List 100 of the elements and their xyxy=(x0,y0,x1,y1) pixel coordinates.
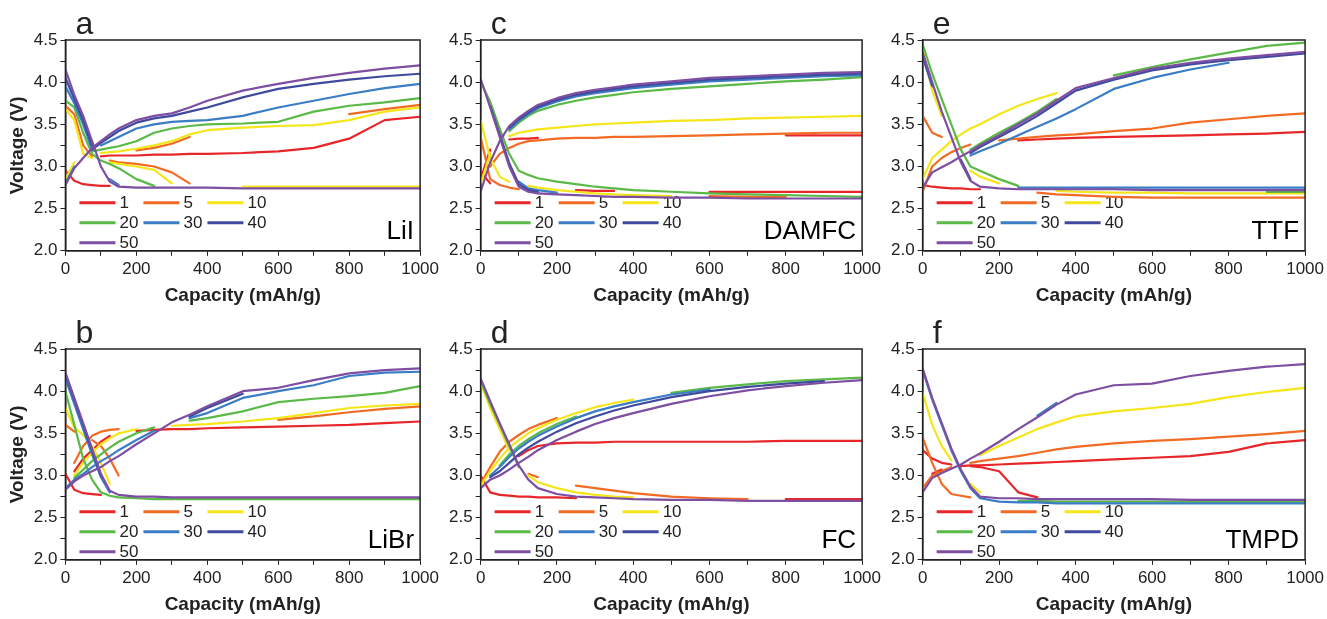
x-tick-label: 200 xyxy=(122,567,151,587)
x-tick-label: 400 xyxy=(193,567,222,587)
legend-label: 40 xyxy=(662,522,682,542)
legend-label: 50 xyxy=(119,233,139,253)
y-tick-label: 3.5 xyxy=(448,114,473,134)
x-tick-label: 600 xyxy=(264,258,293,278)
x-tick-label: 200 xyxy=(122,258,151,278)
y-axis-title: Voltage (V) xyxy=(5,405,27,504)
legend-label: 40 xyxy=(662,213,682,233)
y-tick-label: 4.0 xyxy=(448,380,473,400)
y-tick-label: 3.0 xyxy=(448,156,473,176)
legend-label: 30 xyxy=(183,213,203,233)
chart-title: b xyxy=(75,314,94,350)
x-tick-label: 800 xyxy=(771,258,800,278)
y-tick-label: 4.0 xyxy=(33,71,58,91)
legend-label: 50 xyxy=(976,233,996,253)
legend-label: 20 xyxy=(534,522,554,542)
x-tick-label: 800 xyxy=(1214,258,1243,278)
x-tick-label: 600 xyxy=(1137,567,1167,587)
chart-title: f xyxy=(932,314,942,350)
x-tick-label: 600 xyxy=(695,258,724,278)
legend-label: 30 xyxy=(598,522,618,542)
legend-label: 20 xyxy=(976,522,996,542)
legend-label: 20 xyxy=(119,522,139,542)
y-tick-label: 4.0 xyxy=(33,380,58,400)
annotation: LiBr xyxy=(367,523,415,554)
x-tick-label: 600 xyxy=(264,567,293,587)
y-tick-label: 2.0 xyxy=(448,240,473,260)
y-tick-label: 4.5 xyxy=(448,29,473,49)
y-tick-label: 4.5 xyxy=(33,29,58,49)
y-tick-label: 2.0 xyxy=(890,240,915,260)
y-tick-label: 3.5 xyxy=(33,114,58,134)
x-tick-label: 400 xyxy=(619,567,648,587)
y-tick-label: 4.0 xyxy=(890,380,915,400)
y-tick-label: 3.5 xyxy=(33,423,58,443)
y-tick-label: 3.0 xyxy=(890,156,915,176)
legend-label: 1 xyxy=(119,193,129,213)
x-tick-label: 400 xyxy=(619,258,648,278)
chart-title: c xyxy=(490,5,507,41)
x-axis-title: Capacity (mAh/g) xyxy=(1035,592,1192,614)
legend-label: 40 xyxy=(1104,213,1124,233)
x-tick-label: 1000 xyxy=(401,258,439,278)
x-tick-label: 800 xyxy=(1214,567,1243,587)
annotation: FC xyxy=(821,523,857,554)
y-tick-label: 3.5 xyxy=(890,423,915,443)
x-tick-label: 400 xyxy=(1061,567,1090,587)
annotation: DAMFC xyxy=(763,214,857,245)
y-tick-label: 2.0 xyxy=(33,549,58,569)
annotation: TTF xyxy=(1251,214,1300,245)
x-tick-label: 0 xyxy=(475,567,486,587)
legend-label: 10 xyxy=(247,502,267,522)
y-tick-label: 2.5 xyxy=(890,198,915,218)
legend-label: 40 xyxy=(247,213,267,233)
x-tick-label: 200 xyxy=(984,258,1014,278)
y-tick-label: 3.0 xyxy=(33,465,58,485)
legend-label: 5 xyxy=(183,193,193,213)
legend-label: 1 xyxy=(976,502,987,522)
y-tick-label: 4.0 xyxy=(448,71,473,91)
x-tick-label: 600 xyxy=(695,567,724,587)
x-tick-label: 1000 xyxy=(1286,567,1324,587)
x-tick-label: 800 xyxy=(334,567,364,587)
x-tick-label: 800 xyxy=(334,258,364,278)
y-tick-label: 3.0 xyxy=(890,465,915,485)
y-tick-label: 4.5 xyxy=(33,338,58,358)
x-tick-label: 1000 xyxy=(1286,258,1324,278)
legend-label: 10 xyxy=(1104,502,1124,522)
legend-label: 50 xyxy=(534,542,554,562)
legend-label: 40 xyxy=(1104,522,1124,542)
legend-label: 30 xyxy=(1040,522,1060,542)
x-tick-label: 0 xyxy=(917,567,928,587)
y-tick-label: 3.5 xyxy=(890,114,915,134)
y-tick-label: 2.5 xyxy=(448,507,473,527)
legend-label: 1 xyxy=(976,193,987,213)
legend-label: 5 xyxy=(1040,502,1051,522)
legend-label: 40 xyxy=(247,522,267,542)
legend-label: 5 xyxy=(1040,193,1051,213)
legend-label: 20 xyxy=(119,213,139,233)
y-tick-label: 3.0 xyxy=(33,156,58,176)
legend-label: 1 xyxy=(534,502,545,522)
x-tick-label: 0 xyxy=(60,567,71,587)
legend-label: 10 xyxy=(662,502,682,522)
x-tick-label: 1000 xyxy=(843,258,881,278)
x-tick-label: 0 xyxy=(475,258,486,278)
y-tick-label: 2.5 xyxy=(890,507,915,527)
y-tick-label: 2.5 xyxy=(33,507,58,527)
y-tick-label: 4.5 xyxy=(890,338,915,358)
y-tick-label: 2.0 xyxy=(33,240,58,260)
legend-label: 5 xyxy=(183,502,193,522)
x-tick-label: 1000 xyxy=(843,567,881,587)
x-tick-label: 400 xyxy=(193,258,222,278)
x-tick-label: 600 xyxy=(1137,258,1167,278)
legend-label: 50 xyxy=(119,542,139,562)
y-tick-label: 4.0 xyxy=(890,71,915,91)
x-tick-label: 200 xyxy=(542,567,572,587)
legend-label: 10 xyxy=(247,193,267,213)
y-tick-label: 3.5 xyxy=(448,423,473,443)
chart-title: e xyxy=(932,5,951,41)
legend-label: 1 xyxy=(534,193,545,213)
annotation: TMPD xyxy=(1225,523,1300,554)
chart-title: a xyxy=(75,5,94,41)
